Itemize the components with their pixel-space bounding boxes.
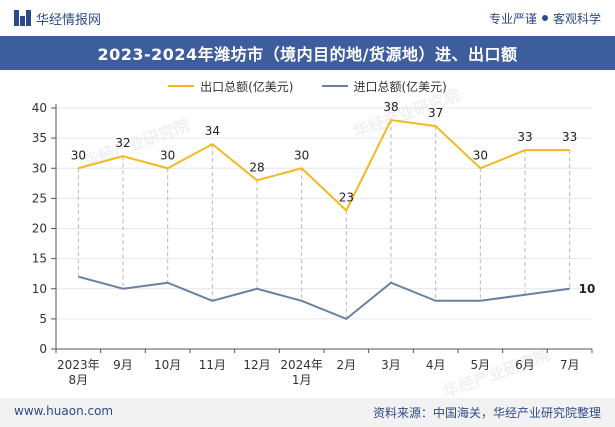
- data-label-export: 30: [71, 148, 86, 162]
- data-label-export: 28: [249, 160, 264, 174]
- x-tick-label: 2024年: [280, 358, 323, 372]
- x-tick-label: 11月: [199, 358, 226, 372]
- tagline: 专业严谨 客观科学: [489, 9, 601, 27]
- tagline-2: 客观科学: [552, 11, 601, 26]
- x-tick-label: 1月: [292, 373, 312, 387]
- legend-item-export: 出口总额(亿美元): [168, 76, 294, 96]
- x-tick-label: 8月: [69, 373, 89, 387]
- data-label-export: 38: [383, 100, 398, 114]
- legend-item-import: 进口总额(亿美元): [321, 76, 447, 96]
- data-label-export: 33: [562, 130, 577, 144]
- data-label-export: 30: [160, 148, 175, 162]
- x-tick-label: 10月: [154, 358, 181, 372]
- y-tick-label: 5: [39, 312, 47, 326]
- y-tick-label: 25: [32, 191, 47, 205]
- data-label-export: 34: [205, 124, 220, 138]
- data-label-export: 33: [517, 130, 532, 144]
- legend-line-import: [321, 85, 348, 87]
- chart-title: 2023-2024年潍坊市（境内目的地/货源地）进、出口额: [0, 36, 615, 70]
- y-tick-label: 20: [32, 222, 47, 236]
- legend-line-export: [168, 85, 195, 87]
- y-tick-label: 35: [32, 131, 47, 145]
- data-label-export: 23: [339, 190, 354, 204]
- x-tick-label: 9月: [113, 358, 133, 372]
- data-label-export: 32: [115, 136, 130, 150]
- x-tick-label: 2月: [337, 358, 357, 372]
- legend-label-import: 进口总额(亿美元): [353, 79, 447, 94]
- footer-website: www.huaon.com: [14, 404, 114, 418]
- y-tick-label: 0: [39, 342, 47, 356]
- separator-dot-icon: [541, 15, 548, 21]
- y-tick-label: 30: [32, 161, 47, 175]
- brand-logo-icon: [14, 10, 31, 26]
- legend-label-export: 出口总额(亿美元): [200, 79, 294, 94]
- tagline-1: 专业严谨: [488, 11, 537, 26]
- series-line-export: [78, 118, 570, 213]
- data-label-export: 37: [428, 106, 443, 120]
- data-label-export: 30: [294, 148, 309, 162]
- footer-source: 资料来源：中国海关，华经产业研究院整理: [372, 406, 601, 420]
- x-tick-label: 5月: [471, 358, 491, 372]
- data-label-export: 30: [473, 148, 488, 162]
- x-tick-label: 4月: [426, 358, 446, 372]
- x-tick-label: 12月: [243, 358, 270, 372]
- data-label-import: 10: [579, 282, 596, 296]
- footer: www.huaon.com 资料来源：中国海关，华经产业研究院整理: [0, 398, 615, 427]
- top-bar: 华经情报网 专业严谨 客观科学: [0, 0, 615, 36]
- x-tick-label: 7月: [560, 358, 580, 372]
- brand-name: 华经情报网: [36, 12, 102, 28]
- chart-legend: 出口总额(亿美元) 进口总额(亿美元): [0, 76, 615, 96]
- y-tick-label: 15: [32, 252, 47, 266]
- y-tick-label: 40: [32, 101, 47, 115]
- brand: 华经情报网: [14, 9, 102, 28]
- x-tick-label: 6月: [515, 358, 535, 372]
- x-tick-label: 2023年: [57, 358, 100, 372]
- x-tick-label: 3月: [381, 358, 401, 372]
- y-tick-label: 10: [32, 282, 47, 296]
- series-line-import: [78, 275, 570, 321]
